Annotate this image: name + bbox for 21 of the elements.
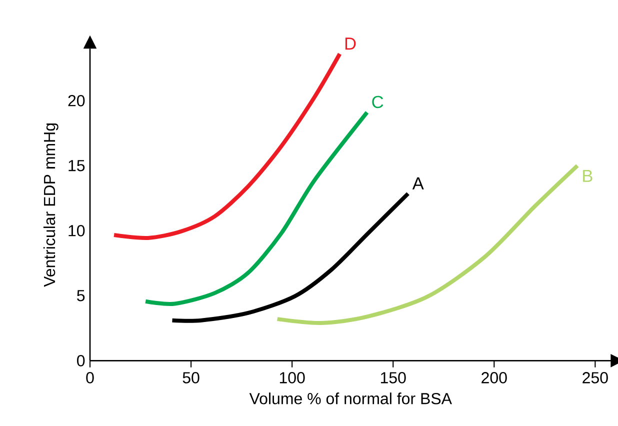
line-series: [170, 192, 410, 323]
y-tick-label: 10: [68, 225, 85, 236]
x-axis-title: Volume % of normal for BSA: [249, 392, 452, 404]
line-series: [275, 164, 580, 325]
x-tick-label: 200: [482, 372, 507, 384]
x-tick-label: 0: [86, 372, 94, 384]
line-series: [144, 110, 370, 306]
series-label: B: [583, 170, 592, 182]
y-tick-label: 20: [68, 95, 85, 106]
y-tick-label: 5: [77, 290, 85, 302]
x-tick-label: 100: [280, 372, 305, 384]
y-tick-label: 15: [68, 160, 85, 172]
x-tick-label: 50: [182, 372, 200, 384]
x-tick-label: 150: [380, 372, 406, 384]
series-label: A: [412, 177, 424, 190]
y-axis-title: Ventricular EDP mmHg: [43, 123, 58, 287]
y-tick-label: 0: [77, 355, 85, 366]
series-label: D: [345, 38, 356, 50]
x-tick-label: 250: [582, 372, 608, 384]
series-label: C: [372, 96, 384, 108]
line-series: [112, 52, 342, 240]
